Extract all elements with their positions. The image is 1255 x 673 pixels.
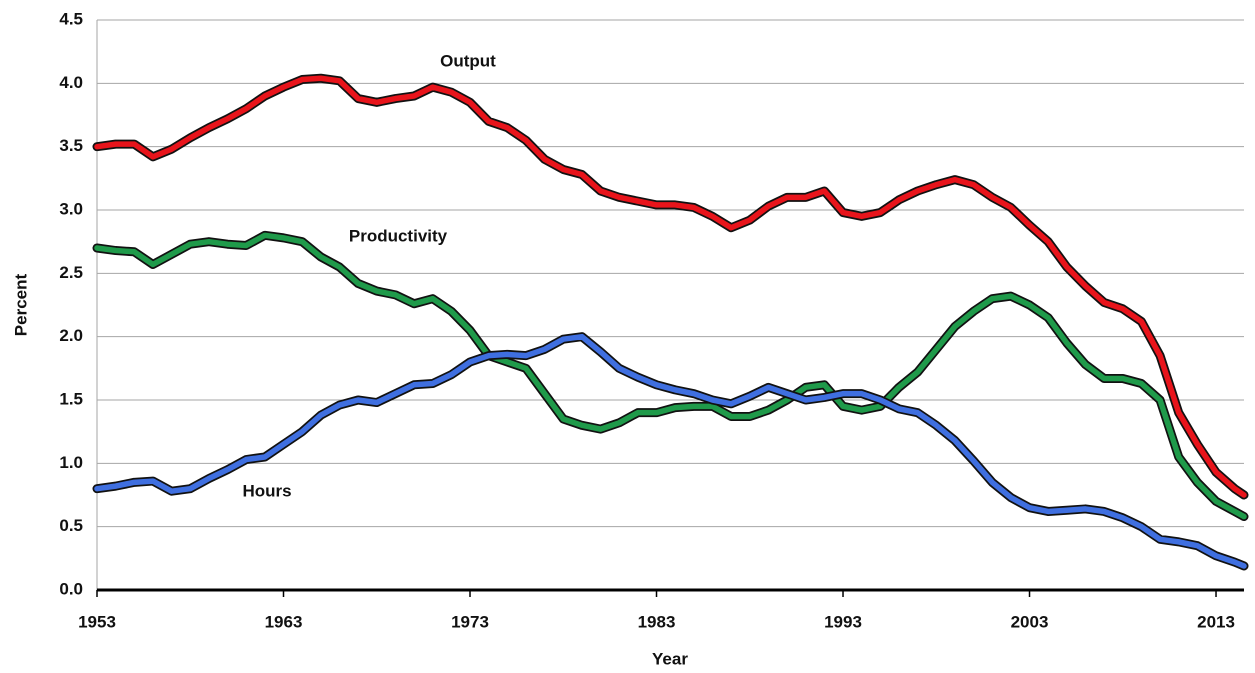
y-tick-label: 0.0 <box>59 579 83 598</box>
line <box>94 333 1247 569</box>
line-outline <box>92 73 1249 500</box>
x-axis-title: Year <box>652 649 688 668</box>
y-tick-label: 3.5 <box>59 136 83 155</box>
series-label: Output <box>440 51 496 70</box>
y-tick-label: 1.0 <box>59 453 83 472</box>
x-tick-label: 1983 <box>638 612 676 631</box>
x-tick-label: 2003 <box>1011 612 1049 631</box>
series-label: Hours <box>242 481 291 500</box>
y-tick-label: 4.5 <box>59 9 83 28</box>
y-tick-label: 0.5 <box>59 516 83 535</box>
y-tick-label: 3.0 <box>59 199 83 218</box>
x-tick-label: 1953 <box>78 612 116 631</box>
y-tick-label: 4.0 <box>59 73 83 92</box>
line <box>94 75 1247 498</box>
y-tick-label: 1.5 <box>59 389 83 408</box>
y-tick-label: 2.0 <box>59 326 83 345</box>
y-tick-label: 2.5 <box>59 263 83 282</box>
x-tick-label: 1963 <box>265 612 303 631</box>
x-tick-label: 1973 <box>451 612 489 631</box>
x-tick-label: 1993 <box>824 612 862 631</box>
x-tick-label: 2013 <box>1197 612 1235 631</box>
line <box>94 232 1247 520</box>
series-label: Productivity <box>349 226 448 245</box>
y-axis-title: Percent <box>11 273 30 336</box>
